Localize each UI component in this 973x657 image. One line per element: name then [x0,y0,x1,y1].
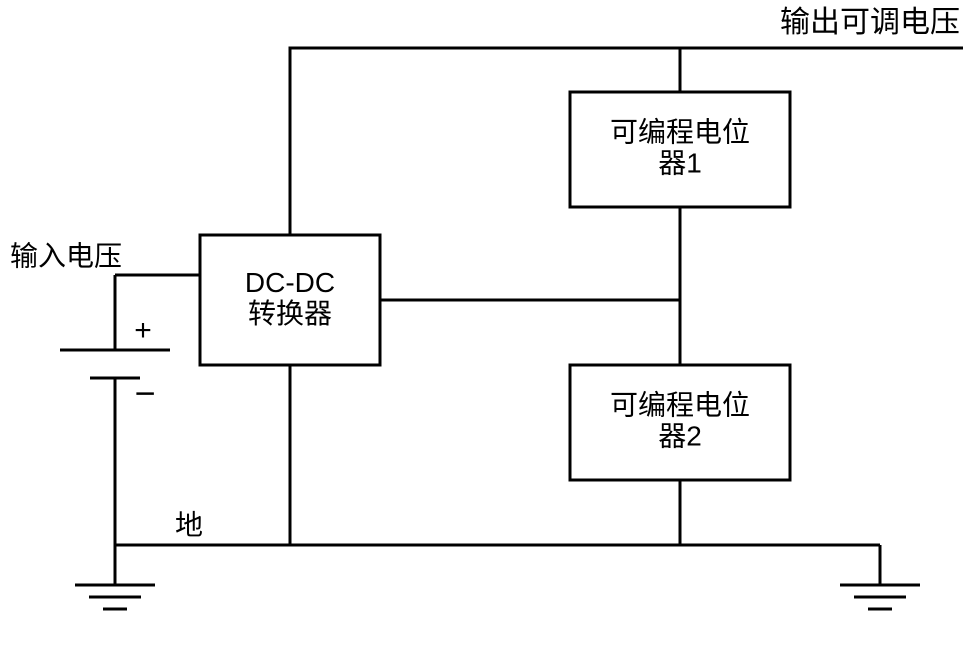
pot1-label-1: 可编程电位 [610,116,750,147]
pot1-label-2: 器1 [658,147,702,178]
pot2-label-2: 器2 [658,420,702,451]
label-input: 输入电压 [10,240,122,271]
label-ground: 地 [175,509,203,540]
dcdc-label-1: DC-DC [245,267,335,298]
circuit-diagram: DC-DC转换器可编程电位器1可编程电位器2输出可调电压输入电压地+− [0,0,973,657]
dcdc-label-2: 转换器 [248,298,332,329]
label-plus: + [134,314,152,347]
pot2-label-1: 可编程电位 [610,389,750,420]
label-minus: − [134,373,155,414]
label-output: 输出可调电压 [780,6,960,39]
